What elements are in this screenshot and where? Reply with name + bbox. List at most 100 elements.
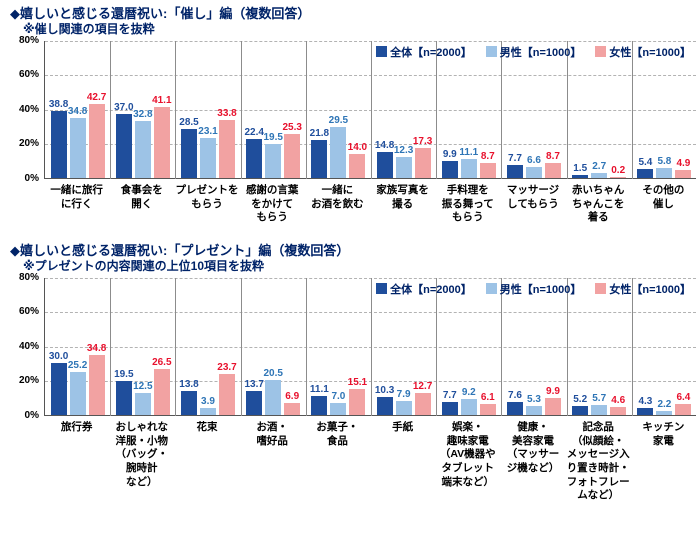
bar-value-label: 6.4	[676, 391, 691, 403]
bar-value-label: 9.2	[461, 387, 476, 399]
bar-value-label: 9.9	[546, 385, 560, 397]
legend-item-1: 男性【n=1000】	[485, 281, 582, 297]
bar-1	[69, 117, 86, 178]
bar-value-label: 34.8	[86, 342, 107, 354]
category-separator	[110, 277, 112, 416]
presents-chart-subtitle: ※プレゼントの内容関連の上位10項目を抜粋	[23, 258, 265, 273]
bar-2	[610, 176, 627, 178]
bar-0	[441, 160, 458, 178]
bar-value-label: 4.9	[676, 157, 691, 169]
gridline	[45, 312, 696, 314]
bar-0	[572, 406, 589, 415]
bar-value-label: 17.3	[412, 136, 433, 148]
legend-label: 男性【n=1000】	[499, 46, 582, 59]
bar-1	[460, 158, 477, 178]
bar-0	[50, 363, 67, 415]
bar-value-label: 23.1	[198, 126, 218, 138]
bar-2	[219, 119, 235, 178]
bar-value-label: 13.7	[244, 379, 264, 391]
legend-item-0: 全体【n=2000】	[376, 44, 472, 60]
bar-1	[265, 379, 282, 415]
bar-0	[572, 175, 589, 178]
bar-value-label: 5.2	[573, 394, 588, 405]
bar-2	[479, 404, 496, 415]
bar-value-label: 10.3	[374, 385, 395, 397]
bar-1	[69, 371, 86, 415]
bar-1	[591, 173, 608, 178]
bar-value-label: 21.8	[309, 128, 330, 140]
bar-value-label: 12.5	[133, 381, 153, 393]
category-label: 赤いちゃん ちゃんこを 着る	[571, 183, 625, 224]
bar-value-label: 4.3	[638, 395, 653, 407]
y-tick-label: 60%	[18, 306, 39, 318]
category-separator	[371, 277, 372, 416]
bar-1	[134, 121, 151, 178]
bar-2	[479, 162, 496, 178]
bar-value-label: 9.9	[442, 148, 457, 160]
bar-0	[637, 407, 654, 415]
bar-0	[181, 391, 197, 415]
category-separator	[240, 40, 242, 179]
bar-value-label: 8.7	[480, 150, 495, 162]
gridline	[45, 277, 696, 279]
legend-swatch-icon	[485, 283, 497, 295]
bar-0	[507, 164, 523, 178]
bar-value-label: 5.7	[592, 393, 607, 405]
category-separator	[501, 277, 503, 416]
category-label: プレゼントを もらう	[175, 183, 239, 210]
y-tick-label: 60%	[18, 69, 39, 81]
category-separator	[631, 40, 633, 179]
y-tick-label: 80%	[18, 34, 39, 46]
bar-value-label: 2.2	[657, 399, 672, 411]
bar-0	[115, 114, 132, 178]
legend-swatch-icon	[595, 283, 607, 295]
bar-2	[675, 169, 692, 178]
bar-1	[395, 156, 412, 178]
bar-0	[376, 397, 393, 415]
bar-1	[656, 411, 673, 415]
category-label: 旅行券	[60, 420, 93, 433]
bar-value-label: 3.9	[201, 396, 215, 408]
bar-2	[88, 354, 105, 415]
legend-swatch-icon	[376, 283, 388, 295]
bar-1	[330, 127, 347, 178]
category-label: おしゃれな 洋服・小物 （バッグ・ 腕時計 など）	[115, 420, 169, 488]
bar-1	[330, 402, 347, 415]
category-separator	[240, 277, 242, 416]
category-separator	[436, 40, 438, 179]
gridline	[45, 381, 696, 383]
legend-swatch-icon	[485, 46, 497, 58]
bar-2	[545, 397, 561, 415]
category-label: 手紙	[392, 420, 414, 433]
presents-chart-plot: 30.0 25.2 34.8 19.5 12.5 26.5 13.8 3.9 23.7 13.7 2…	[10, 272, 700, 534]
y-tick-label: 80%	[18, 271, 39, 283]
legend-swatch-icon	[376, 46, 388, 58]
bar-0	[246, 391, 263, 415]
category-label: 健康・ 美容家電 （マッサー ジ機など）	[506, 420, 560, 474]
category-label: 花束	[196, 420, 218, 433]
bar-value-label: 11.1	[459, 146, 479, 158]
bar-value-label: 7.0	[331, 390, 346, 402]
bar-value-label: 30.0	[48, 351, 69, 363]
bar-2	[153, 369, 170, 415]
legend-swatch-icon	[595, 46, 607, 58]
bar-2	[610, 407, 627, 415]
bar-value-label: 5.8	[657, 155, 672, 167]
gridline	[45, 346, 696, 348]
y-tick-label: 0%	[24, 409, 39, 421]
bar-value-label: 7.9	[396, 389, 411, 401]
bar-value-label: 7.7	[442, 389, 457, 401]
bar-2	[88, 104, 105, 178]
legend-label: 男性【n=1000】	[499, 283, 582, 296]
legend-item-2: 女性【n=1000】	[595, 44, 691, 60]
bar-1	[395, 401, 412, 415]
bar-0	[311, 395, 328, 415]
category-label: 記念品 （似顔絵・ メッセージ入 り置き時計・ フォトフレー ムなど）	[566, 420, 630, 502]
bar-value-label: 23.7	[217, 362, 237, 374]
bar-value-label: 33.8	[217, 107, 237, 119]
bar-0	[376, 152, 393, 178]
bar-value-label: 32.8	[133, 109, 153, 121]
legend-item-1: 男性【n=1000】	[485, 44, 582, 60]
presents-chart-block: ◆嬉しいと感じる還暦祝い:「プレゼント」編（複数回答） ※プレゼントの内容関連の…	[0, 237, 700, 534]
chart-legend: 全体【n=2000】 男性【n=1000】 女性【n=1000】	[362, 281, 691, 297]
